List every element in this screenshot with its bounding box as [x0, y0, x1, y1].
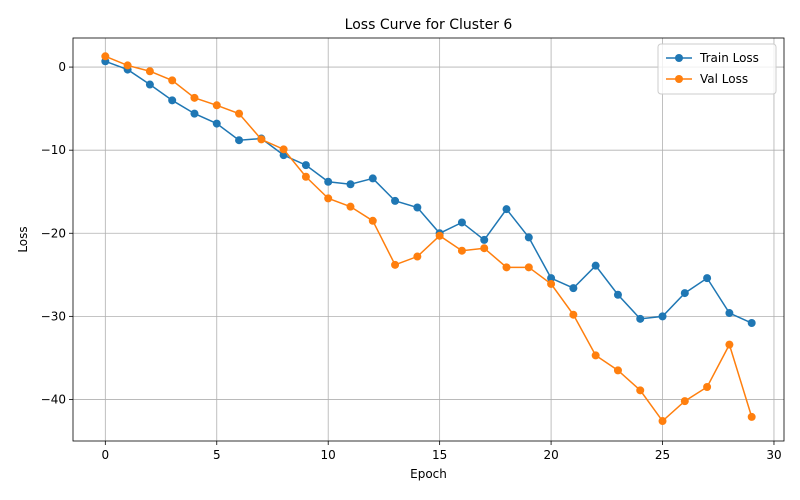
data-point: [591, 351, 600, 360]
data-point: [413, 203, 422, 212]
x-axis-ticks: 0 5 10 15 20 25 30: [101, 441, 782, 462]
data-point: [257, 135, 266, 144]
data-point: [658, 312, 667, 321]
x-tick-label: 15: [432, 448, 447, 462]
data-point: [725, 309, 734, 318]
data-point: [658, 417, 667, 426]
y-axis-ticks: 0 −10 −20 −30 −40: [41, 60, 73, 406]
data-point: [636, 386, 645, 395]
data-point: [101, 52, 110, 61]
data-point: [145, 80, 154, 89]
y-tick-label: 0: [58, 60, 66, 74]
data-point: [613, 366, 622, 375]
data-point: [524, 263, 533, 272]
data-point: [457, 218, 466, 227]
series-line: [105, 55, 753, 423]
data-point: [123, 61, 132, 70]
grid: [73, 38, 784, 441]
data-point: [524, 233, 533, 242]
x-tick-label: 25: [655, 448, 670, 462]
data-point: [190, 109, 199, 118]
chart-title: Loss Curve for Cluster 6: [345, 17, 513, 33]
plot-frame: [72, 37, 785, 442]
data-point: [235, 109, 244, 118]
data-point: [547, 274, 556, 283]
data-point: [212, 119, 221, 128]
y-tick-label: −20: [41, 226, 66, 240]
y-tick-label: −10: [41, 143, 66, 157]
data-point: [279, 145, 288, 154]
legend-box: [657, 43, 777, 95]
data-point: [502, 205, 511, 214]
data-point: [480, 235, 489, 244]
data-point: [725, 340, 734, 349]
x-tick-label: 0: [101, 448, 109, 462]
legend-swatch-marker: [675, 54, 683, 62]
data-point: [457, 246, 466, 255]
data-point: [301, 172, 310, 181]
data-point: [346, 180, 355, 189]
data-point: [569, 310, 578, 319]
data-point: [747, 319, 756, 328]
legend-label: Val Loss: [700, 72, 748, 86]
data-point: [680, 289, 689, 298]
data-point: [391, 196, 400, 205]
data-point: [636, 314, 645, 323]
series-val-loss: [101, 52, 756, 426]
data-point: [279, 151, 288, 160]
y-tick-label: −30: [41, 309, 66, 323]
legend-entry-val: Val Loss: [666, 72, 748, 86]
data-point: [235, 136, 244, 145]
x-tick-label: 20: [543, 448, 558, 462]
legend-label: Train Loss: [699, 51, 759, 65]
data-point: [413, 252, 422, 261]
data-point: [168, 96, 177, 105]
data-point: [145, 67, 154, 76]
data-point: [301, 161, 310, 170]
x-tick-label: 5: [213, 448, 221, 462]
data-point: [324, 177, 333, 186]
data-point: [480, 244, 489, 253]
legend: Train Loss Val Loss: [657, 43, 777, 95]
data-point: [747, 412, 756, 421]
x-axis-label: Epoch: [410, 467, 447, 481]
data-point: [591, 261, 600, 270]
x-tick-label: 30: [766, 448, 781, 462]
series-layer: [101, 52, 756, 426]
data-point: [368, 174, 377, 183]
data-point: [569, 284, 578, 293]
data-point: [703, 382, 712, 391]
data-point: [547, 279, 556, 288]
data-point: [190, 93, 199, 102]
data-point: [502, 263, 511, 272]
data-point: [680, 397, 689, 406]
legend-swatch-marker: [675, 75, 683, 83]
legend-entry-train: Train Loss: [666, 51, 759, 65]
x-tick-label: 10: [321, 448, 336, 462]
data-point: [435, 231, 444, 240]
data-point: [391, 260, 400, 269]
series-train-loss: [101, 57, 756, 328]
data-point: [613, 290, 622, 299]
data-point: [212, 101, 221, 110]
data-point: [368, 216, 377, 225]
data-point: [703, 274, 712, 283]
y-axis-label: Loss: [16, 226, 30, 252]
data-point: [168, 76, 177, 85]
data-point: [324, 194, 333, 203]
y-tick-label: −40: [41, 392, 66, 406]
data-point: [346, 202, 355, 211]
